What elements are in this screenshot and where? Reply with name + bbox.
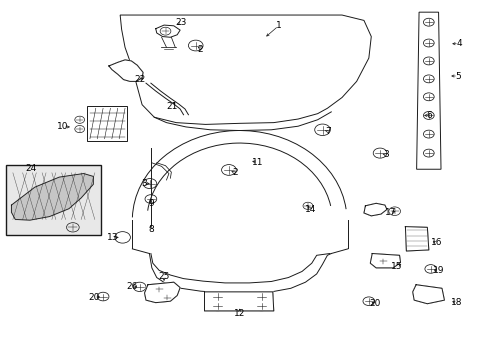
- Text: 13: 13: [107, 233, 119, 242]
- Text: 12: 12: [233, 309, 245, 318]
- Text: 6: 6: [425, 111, 431, 120]
- Text: 3: 3: [382, 150, 388, 159]
- Text: 2: 2: [198, 45, 203, 54]
- Text: 16: 16: [430, 238, 442, 247]
- Text: 4: 4: [455, 39, 461, 48]
- Text: 22: 22: [134, 75, 145, 84]
- Polygon shape: [412, 285, 444, 304]
- Text: 5: 5: [454, 72, 460, 81]
- Text: 14: 14: [304, 205, 315, 214]
- Text: 20: 20: [88, 293, 100, 302]
- Text: 17: 17: [384, 208, 396, 217]
- Text: 2: 2: [231, 168, 237, 177]
- Polygon shape: [363, 203, 386, 216]
- Text: 18: 18: [450, 298, 462, 307]
- Polygon shape: [405, 226, 428, 251]
- Text: 19: 19: [432, 266, 444, 275]
- Text: 21: 21: [166, 102, 178, 111]
- FancyBboxPatch shape: [5, 165, 101, 234]
- Polygon shape: [369, 253, 400, 268]
- Polygon shape: [11, 174, 93, 220]
- Text: 3: 3: [142, 179, 147, 188]
- Text: 7: 7: [325, 127, 330, 136]
- Text: 20: 20: [369, 299, 380, 308]
- Text: 25: 25: [158, 271, 169, 280]
- Text: 11: 11: [252, 158, 264, 167]
- Polygon shape: [144, 282, 180, 303]
- Text: 10: 10: [57, 122, 69, 131]
- Text: 23: 23: [175, 18, 186, 27]
- Text: 8: 8: [148, 225, 153, 234]
- Polygon shape: [204, 292, 273, 311]
- Text: 24: 24: [25, 164, 37, 173]
- Text: 9: 9: [148, 199, 153, 208]
- Polygon shape: [109, 60, 143, 81]
- Text: 26: 26: [126, 282, 138, 291]
- Text: 15: 15: [390, 262, 402, 271]
- Text: 1: 1: [275, 21, 281, 30]
